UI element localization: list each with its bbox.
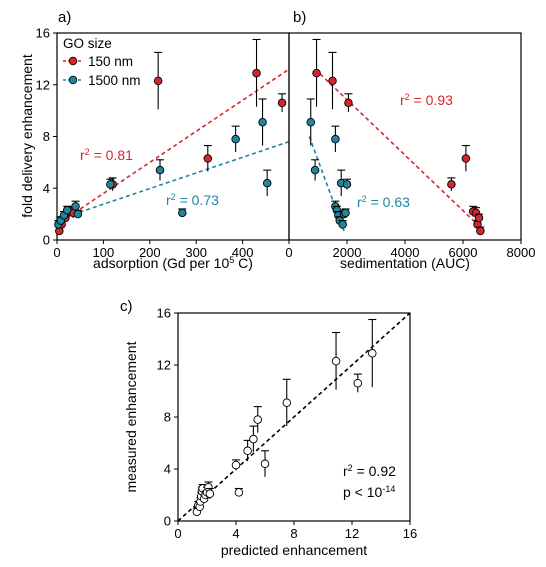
panel-a-label: a) (58, 9, 71, 26)
point-c-0-14 (243, 446, 252, 456)
r2-annotation-c: r2 = 0.92 (343, 463, 396, 479)
x-tick-label-b-0: 0 (285, 245, 292, 260)
r2-annotation-a-150: r2 = 0.81 (80, 147, 133, 163)
point-c-0-16 (253, 415, 262, 424)
y-tick-label-a-1: 4 (43, 181, 50, 196)
point-c-0-13 (234, 488, 244, 497)
point-a-0-6 (153, 76, 163, 86)
point-a-1-8 (178, 208, 187, 218)
legend: GO size 150 nm 1500 nm (63, 36, 141, 88)
panel-a-fit-lines (56, 68, 290, 226)
y-axis-label-c: measured enhancement (123, 341, 139, 492)
legend-label-1500: 1500 nm (88, 73, 141, 88)
y-tick-label-c-4: 16 (157, 306, 171, 321)
panel-b-points (306, 38, 485, 236)
legend-marker-150 (68, 56, 78, 66)
x-tick-label-c-0: 0 (174, 526, 181, 541)
point-c-0-20 (353, 378, 363, 388)
point-b-1-10 (341, 208, 350, 218)
point-a-0-9 (277, 98, 287, 108)
point-a-1-7 (155, 165, 165, 175)
panel-c: c) 0 4 8 12 16 0 4 8 12 16 measured enhancement p… (120, 298, 417, 558)
x-tick-label-b-3: 6000 (449, 245, 478, 260)
x-tick-label-c-4: 16 (403, 526, 417, 541)
point-c-0-15 (249, 434, 258, 444)
x-axis-label-c: predicted enhancement (221, 542, 367, 558)
point-a-0-8 (252, 68, 261, 78)
y-tick-label-a-2: 8 (43, 129, 50, 144)
panel-c-label: c) (120, 298, 133, 315)
point-c-0-21 (368, 349, 377, 358)
fit-line-b-1 (308, 136, 345, 232)
point-c-0-17 (260, 459, 270, 469)
point-c-0-18 (282, 398, 292, 407)
legend-marker-1500 (68, 75, 78, 85)
r2-annotation-a-1500: r2 = 0.73 (166, 192, 219, 208)
legend-title: GO size (63, 36, 112, 51)
y-tick-label-c-2: 8 (164, 410, 171, 425)
fit-line-c (177, 312, 411, 522)
y-tick-label-a-0: 0 (43, 233, 50, 248)
point-b-1-2 (331, 134, 340, 144)
point-b-0-1 (328, 76, 337, 86)
point-c-0-11 (205, 489, 215, 498)
y-tick-label-c-3: 12 (157, 358, 171, 373)
point-a-1-3 (62, 205, 72, 215)
y-tick-label-c-0: 0 (164, 514, 171, 529)
point-b-0-9 (476, 226, 485, 236)
panel-a-ticks: 0 100 200 300 400 0 4 8 12 16 (36, 26, 254, 261)
r2-annotation-b-1500: r2 = 0.63 (357, 194, 410, 210)
point-a-1-10 (258, 118, 267, 127)
point-a-1-11 (262, 178, 272, 188)
x-tick-label-a-2: 200 (139, 245, 161, 260)
panel-b-fit-lines (308, 68, 479, 232)
point-b-1-1 (310, 165, 320, 175)
y-tick-label-c-1: 4 (164, 462, 171, 477)
x-axis-label-a: adsorption (Gd per 105 C) (93, 255, 253, 271)
point-c-0-19 (331, 356, 341, 366)
point-b-0-0 (312, 68, 321, 78)
panel-b: b) 0 2000 4000 6000 8000 sedimentation (AUC)… (285, 9, 535, 271)
fit-line-a-0 (56, 68, 290, 226)
point-b-0-2 (344, 98, 353, 108)
point-b-1-0 (306, 118, 316, 127)
panel-b-label: b) (293, 9, 306, 26)
point-a-0-7 (203, 154, 213, 163)
legend-label-150: 150 nm (88, 54, 133, 69)
x-tick-label-b-2: 4000 (391, 245, 420, 260)
panel-a: a) 0 100 200 300 400 0 4 8 12 16 fold delivery en… (19, 9, 290, 271)
x-axis-label-b: sedimentation (AUC) (340, 255, 470, 271)
point-a-1-4 (71, 202, 80, 211)
x-tick-label-a-4: 400 (232, 245, 254, 260)
y-tick-label-a-4: 16 (36, 26, 50, 41)
x-tick-label-c-1: 4 (232, 526, 239, 541)
point-b-0-8 (474, 213, 484, 223)
x-tick-label-a-3: 300 (185, 245, 207, 260)
fit-line-b-0 (314, 68, 479, 226)
point-b-0-3 (447, 180, 456, 189)
panel-a-points (54, 38, 287, 236)
point-b-0-4 (461, 154, 471, 163)
panel-c-fit-lines (177, 312, 411, 522)
point-b-1-8 (338, 220, 347, 229)
p-value-annotation-c: p < 10-14 (343, 484, 395, 500)
panel-c-points (192, 318, 377, 517)
point-b-1-11 (342, 180, 352, 189)
y-axis-label-a: fold delivery enhancement (19, 54, 35, 218)
point-a-1-6 (106, 180, 115, 189)
panel-b-ticks: 0 2000 4000 6000 8000 (285, 240, 535, 260)
x-tick-label-b-4: 8000 (507, 245, 536, 260)
point-a-1-9 (231, 134, 240, 144)
panel-c-ticks: 0 4 8 12 16 0 4 8 12 16 (157, 306, 418, 542)
r2-annotation-b-150: r2 = 0.93 (400, 92, 453, 108)
y-tick-label-a-3: 12 (36, 77, 50, 92)
x-tick-label-a-1: 100 (93, 245, 115, 260)
point-a-1-5 (73, 209, 83, 219)
x-tick-label-b-1: 2000 (333, 245, 362, 260)
x-tick-label-c-3: 12 (345, 526, 359, 541)
x-tick-label-a-0: 0 (53, 245, 60, 260)
point-c-0-12 (231, 460, 241, 470)
x-tick-label-c-2: 8 (290, 526, 297, 541)
